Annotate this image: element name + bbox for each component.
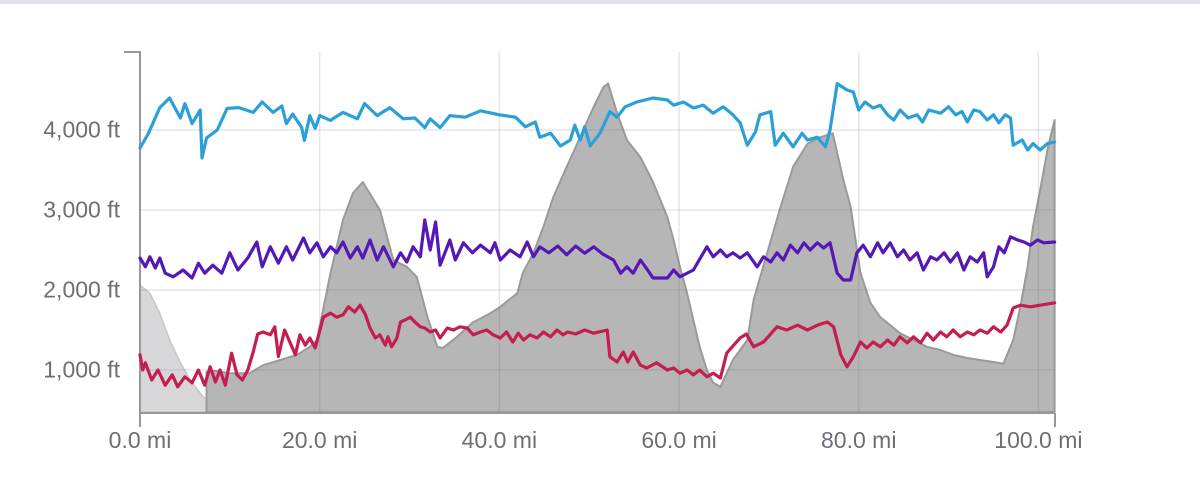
x-axis-label: 60.0 mi [641,427,717,453]
terrain-main-area [205,82,1056,413]
route-crimson-line [138,301,1057,389]
y-axis-label: 1,000 ft [43,356,120,383]
y-axis-label: 3,000 ft [43,196,120,223]
axis-line [124,51,1055,414]
terrain-start-area [139,284,216,413]
top-border-stripe [0,0,1200,4]
x-axis-label: 0.0 mi [108,427,172,453]
route-purple-line [138,218,1057,282]
x-axis-label: 80.0 mi [821,427,897,453]
x-axis-label: 100.0 mi [994,427,1083,453]
y-axis-label: 4,000 ft [43,116,120,143]
y-axis-label: 2,000 ft [43,276,120,303]
x-axis-label: 20.0 mi [281,427,358,453]
x-axis-label: 40.0 mi [461,427,538,453]
route-cyan-line [138,82,1057,160]
